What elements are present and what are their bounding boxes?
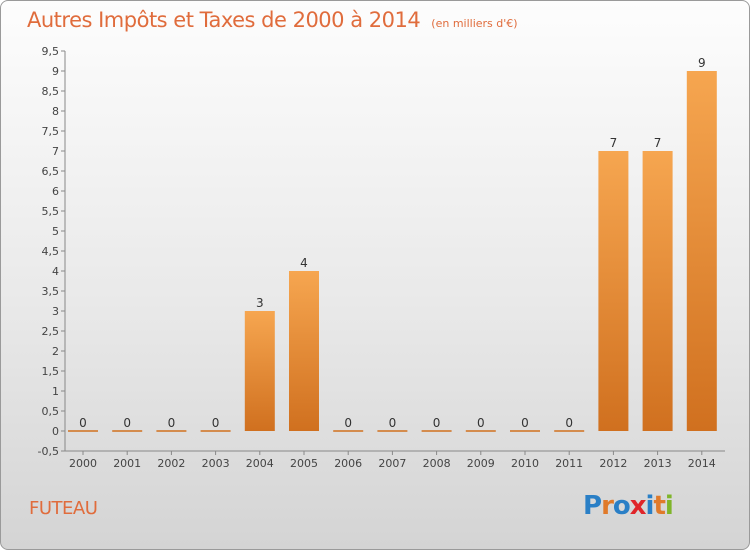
y-tick-label: 4 bbox=[52, 265, 59, 278]
y-tick-label: 1 bbox=[52, 385, 59, 398]
logo-letter: P bbox=[583, 491, 602, 521]
logo-letter: r bbox=[601, 491, 614, 521]
bar-value-label: 3 bbox=[256, 296, 264, 310]
bar-value-label: 0 bbox=[477, 416, 485, 430]
y-tick-label: 8,5 bbox=[42, 85, 60, 98]
bar-value-label: 7 bbox=[654, 136, 662, 150]
y-tick-label: 8 bbox=[52, 105, 59, 118]
logo-letter: o bbox=[612, 491, 631, 521]
bar-value-label: 0 bbox=[521, 416, 529, 430]
x-tick-label: 2010 bbox=[511, 457, 539, 470]
y-tick-label: 0,5 bbox=[42, 405, 60, 418]
x-tick-label: 2014 bbox=[688, 457, 716, 470]
logo-letter: t bbox=[653, 491, 665, 521]
bar bbox=[598, 151, 629, 431]
chart-header: Autres Impôts et Taxes de 2000 à 2014 (e… bbox=[27, 8, 518, 32]
bar bbox=[686, 71, 717, 431]
y-tick-label: 4,5 bbox=[42, 245, 60, 258]
y-tick-label: 3,5 bbox=[42, 285, 60, 298]
y-tick-label: -0,5 bbox=[38, 445, 59, 458]
y-tick-label: 2 bbox=[52, 345, 59, 358]
y-tick-label: 7,5 bbox=[42, 125, 60, 138]
bar-value-label: 7 bbox=[610, 136, 618, 150]
bar-value-label: 0 bbox=[212, 416, 220, 430]
bar-value-label: 0 bbox=[123, 416, 131, 430]
y-tick-label: 9 bbox=[52, 65, 59, 78]
y-tick-label: 9,5 bbox=[42, 45, 60, 58]
y-tick-label: 2,5 bbox=[42, 325, 60, 338]
bar-value-label: 0 bbox=[433, 416, 441, 430]
x-tick-label: 2006 bbox=[334, 457, 362, 470]
x-tick-label: 2000 bbox=[69, 457, 97, 470]
bar bbox=[244, 311, 275, 431]
bar-value-label: 0 bbox=[168, 416, 176, 430]
y-tick-label: 5,5 bbox=[42, 205, 60, 218]
x-tick-label: 2004 bbox=[246, 457, 274, 470]
proxiti-logo: Proxiti bbox=[583, 491, 674, 521]
y-tick-label: 0 bbox=[52, 425, 59, 438]
logo-letter: x bbox=[629, 491, 647, 521]
logo-letter: i bbox=[645, 491, 655, 521]
bar bbox=[289, 271, 319, 431]
x-tick-label: 2013 bbox=[644, 457, 672, 470]
x-tick-label: 2002 bbox=[157, 457, 185, 470]
y-tick-label: 1,5 bbox=[42, 365, 60, 378]
chart-subtitle: (en milliers d'€) bbox=[431, 17, 518, 30]
bar-value-label: 9 bbox=[698, 56, 706, 70]
x-tick-label: 2012 bbox=[599, 457, 627, 470]
x-tick-label: 2001 bbox=[113, 457, 141, 470]
chart-title: Autres Impôts et Taxes de 2000 à 2014 bbox=[27, 8, 421, 32]
logo-letter: i bbox=[664, 491, 674, 521]
x-tick-label: 2003 bbox=[202, 457, 230, 470]
commune-name: FUTEAU bbox=[29, 498, 98, 519]
x-tick-label: 2011 bbox=[555, 457, 583, 470]
bar-value-label: 0 bbox=[389, 416, 397, 430]
bar-value-label: 0 bbox=[79, 416, 87, 430]
x-tick-label: 2008 bbox=[423, 457, 451, 470]
bar-value-label: 4 bbox=[300, 256, 308, 270]
x-tick-label: 2005 bbox=[290, 457, 318, 470]
y-tick-label: 5 bbox=[52, 225, 59, 238]
x-tick-label: 2009 bbox=[467, 457, 495, 470]
y-tick-label: 6 bbox=[52, 185, 59, 198]
bar bbox=[642, 151, 673, 431]
bar-value-label: 0 bbox=[344, 416, 352, 430]
bar-value-label: 0 bbox=[565, 416, 573, 430]
y-tick-label: 7 bbox=[52, 145, 59, 158]
y-tick-label: 6,5 bbox=[42, 165, 60, 178]
y-tick-label: 3 bbox=[52, 305, 59, 318]
x-tick-label: 2007 bbox=[378, 457, 406, 470]
